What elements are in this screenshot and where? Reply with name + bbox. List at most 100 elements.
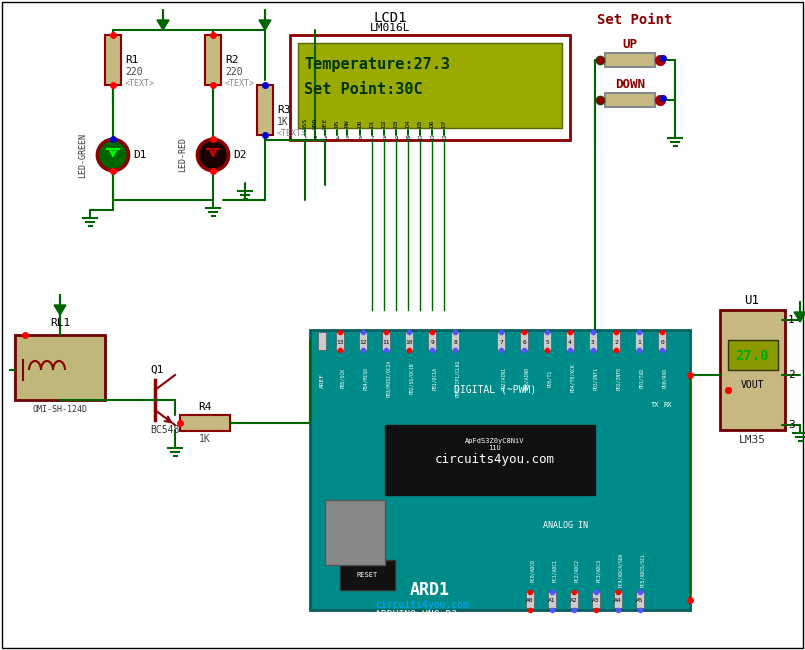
Bar [451, 332, 459, 350]
Text: PD3/INT1: PD3/INT1 [593, 367, 598, 389]
Text: Temperature:27.3: Temperature:27.3 [304, 57, 450, 73]
Text: Set Point: Set Point [597, 13, 673, 27]
Bar [548, 592, 556, 608]
Text: 27.0: 27.0 [735, 349, 769, 363]
Text: A4: A4 [614, 597, 621, 603]
Text: circuits4you.com: circuits4you.com [375, 600, 469, 610]
Text: TX: TX [650, 402, 659, 408]
Text: 13: 13 [441, 136, 448, 142]
Text: R2: R2 [225, 55, 238, 65]
Text: D4: D4 [406, 119, 411, 127]
Text: 10: 10 [405, 339, 413, 344]
Bar [592, 592, 600, 608]
Text: R4: R4 [198, 402, 212, 412]
Bar [310, 330, 690, 610]
Bar [497, 332, 505, 350]
Text: 2: 2 [788, 370, 795, 380]
Text: LED-RED: LED-RED [179, 138, 188, 172]
Bar [720, 310, 785, 430]
Circle shape [200, 142, 226, 168]
Text: D7: D7 [441, 119, 447, 127]
Bar [298, 43, 562, 128]
Text: A1: A1 [548, 597, 555, 603]
Bar [359, 332, 367, 350]
Circle shape [100, 142, 126, 168]
Text: PD0/RXD: PD0/RXD [662, 368, 667, 388]
Text: A2: A2 [570, 597, 578, 603]
Text: 8: 8 [382, 136, 386, 142]
Text: ApFdS3Z0yC8NiV
11U: ApFdS3Z0yC8NiV 11U [465, 439, 525, 452]
Bar [336, 332, 344, 350]
Text: PC1/ADC1: PC1/ADC1 [552, 558, 557, 582]
Text: 9: 9 [394, 136, 398, 142]
Text: VEE: VEE [323, 118, 328, 129]
Text: 220: 220 [225, 67, 242, 77]
Bar [318, 332, 326, 350]
Text: 3: 3 [324, 136, 327, 142]
Text: D1: D1 [133, 150, 147, 160]
Text: PC3/ADC3: PC3/ADC3 [596, 558, 601, 582]
Bar [340, 560, 395, 590]
Text: 4: 4 [568, 339, 572, 344]
Text: DIGITAL (~PWM): DIGITAL (~PWM) [454, 385, 536, 395]
Bar [205, 35, 221, 85]
Bar [589, 332, 597, 350]
Text: LM35: LM35 [738, 435, 766, 445]
Text: <TEXT>: <TEXT> [277, 129, 307, 138]
Text: PD5/T1: PD5/T1 [547, 369, 552, 387]
Text: 2: 2 [313, 136, 316, 142]
Bar [636, 592, 644, 608]
Text: R1: R1 [125, 55, 138, 65]
Bar [570, 592, 578, 608]
Text: PB2/SS/OC1B: PB2/SS/OC1B [409, 362, 414, 394]
Bar [605, 93, 655, 107]
Bar [15, 335, 105, 400]
Bar [257, 85, 273, 135]
Text: 8: 8 [453, 339, 457, 344]
Text: PC0/ADC0: PC0/ADC0 [530, 558, 535, 582]
Text: RL1: RL1 [50, 318, 70, 328]
Bar [612, 332, 620, 350]
Text: VDD: VDD [312, 118, 317, 129]
Bar [290, 35, 570, 140]
Text: 4: 4 [336, 136, 339, 142]
Text: Q1: Q1 [150, 365, 163, 375]
Text: 13: 13 [336, 339, 344, 344]
Polygon shape [794, 312, 805, 322]
Text: D1: D1 [369, 119, 374, 127]
Text: 1: 1 [788, 315, 795, 325]
Text: <TEXT>: <TEXT> [225, 79, 255, 88]
Text: <TEXT>: <TEXT> [125, 79, 155, 88]
Bar [728, 340, 778, 370]
Text: 5: 5 [345, 136, 349, 142]
Text: A0: A0 [526, 597, 534, 603]
Text: 1K: 1K [277, 117, 289, 127]
Bar [385, 425, 595, 495]
Text: OMI-SH-124D: OMI-SH-124D [32, 406, 88, 415]
Text: 11: 11 [382, 339, 390, 344]
Text: 3: 3 [788, 420, 795, 430]
Text: VSS: VSS [303, 118, 308, 129]
Text: D0: D0 [357, 119, 362, 127]
Text: AREF: AREF [320, 372, 324, 387]
Text: 2: 2 [614, 339, 618, 344]
Text: PC4/ADC4/SDA: PC4/ADC4/SDA [618, 552, 623, 587]
Text: LM016L: LM016L [369, 23, 411, 33]
Text: U1: U1 [745, 294, 759, 307]
Text: PB3/MOSI/OC2A: PB3/MOSI/OC2A [386, 359, 391, 396]
Text: LCD1: LCD1 [374, 11, 407, 25]
Text: R3: R3 [277, 105, 291, 115]
Text: A5: A5 [636, 597, 644, 603]
Polygon shape [54, 305, 66, 315]
Text: BC548: BC548 [150, 425, 180, 435]
Text: RW: RW [345, 119, 349, 127]
Text: 11: 11 [417, 136, 423, 142]
Polygon shape [259, 20, 271, 30]
Text: Set Point:30C: Set Point:30C [304, 83, 423, 98]
Text: D5: D5 [418, 119, 423, 127]
Bar [325, 500, 385, 565]
Text: 5: 5 [545, 339, 549, 344]
Text: 9: 9 [430, 339, 434, 344]
Text: 220: 220 [125, 67, 142, 77]
Text: PD2/INT0: PD2/INT0 [616, 367, 621, 389]
